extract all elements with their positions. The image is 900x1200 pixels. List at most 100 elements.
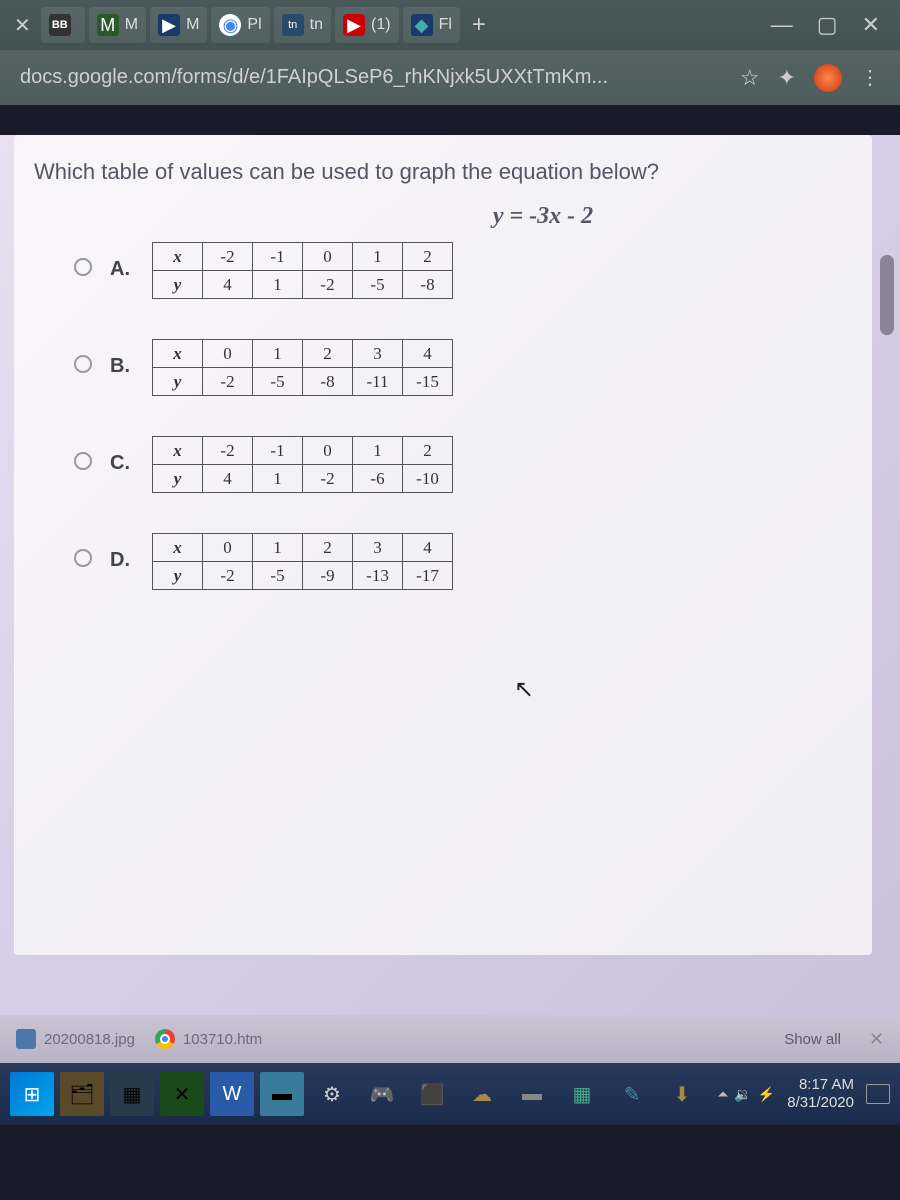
notifications-icon[interactable] <box>866 1084 890 1104</box>
tab-label: M <box>125 16 138 34</box>
favicon-diamond-icon: ◆ <box>411 14 433 36</box>
taskbar-app-9[interactable]: ☁ <box>460 1072 504 1116</box>
table-cell: -13 <box>353 562 403 590</box>
table-cell: -5 <box>253 562 303 590</box>
time-text: 8:17 AM <box>787 1076 854 1094</box>
maximize-button[interactable]: ▢ <box>817 12 838 38</box>
table-cell: y <box>153 562 203 590</box>
table-cell: 3 <box>353 534 403 562</box>
taskbar-app-10[interactable]: ▬ <box>510 1072 554 1116</box>
url-text[interactable]: docs.google.com/forms/d/e/1FAIpQLSeP6_rh… <box>20 66 740 89</box>
date-text: 8/31/2020 <box>787 1094 854 1112</box>
tray-up-icon[interactable]: ⏶ <box>717 1086 728 1103</box>
table-cell: 0 <box>303 243 353 271</box>
tab-3[interactable]: ◉ Pl <box>211 7 269 43</box>
close-downloads-icon[interactable]: ✕ <box>869 1029 884 1050</box>
table-cell: 1 <box>353 243 403 271</box>
table-cell: -8 <box>403 271 453 299</box>
radio-button[interactable] <box>74 258 92 276</box>
taskbar-app-13[interactable]: ⬇ <box>660 1072 704 1116</box>
answer-option-c[interactable]: C.x-2-1012y41-2-6-10 <box>74 436 852 493</box>
table-cell: 1 <box>353 437 403 465</box>
clock[interactable]: 8:17 AM 8/31/2020 <box>787 1076 854 1112</box>
answer-option-a[interactable]: A.x-2-1012y41-2-5-8 <box>74 242 852 299</box>
taskbar-app-3[interactable]: ✕ <box>160 1072 204 1116</box>
question-card: Which table of values can be used to gra… <box>14 135 872 955</box>
table-cell: -1 <box>253 437 303 465</box>
close-window-button[interactable]: ✕ <box>862 12 880 38</box>
taskbar-app-2[interactable]: ▦ <box>110 1072 154 1116</box>
tab-label: (1) <box>371 16 391 34</box>
download-filename: 20200818.jpg <box>44 1031 135 1048</box>
taskbar-app-12[interactable]: ✎ <box>610 1072 654 1116</box>
favicon-play-icon: ▶ <box>158 14 180 36</box>
table-cell: x <box>153 437 203 465</box>
taskbar-app-1[interactable]: 🗂 <box>60 1072 104 1116</box>
table-cell: 1 <box>253 534 303 562</box>
show-all-downloads-link[interactable]: Show all <box>784 1031 841 1048</box>
table-cell: 2 <box>303 340 353 368</box>
table-cell: -15 <box>403 368 453 396</box>
profile-avatar-icon[interactable] <box>814 64 842 92</box>
taskbar-app-4[interactable]: W <box>210 1072 254 1116</box>
favicon-bb-icon: BB <box>49 14 71 36</box>
answer-option-b[interactable]: B.x01234y-2-5-8-11-15 <box>74 339 852 396</box>
tab-2[interactable]: ▶ M <box>150 7 207 43</box>
tray-battery-icon[interactable]: ⚡ <box>758 1086 775 1103</box>
tab-close-icon[interactable]: ✕ <box>14 13 31 38</box>
table-cell: -2 <box>203 562 253 590</box>
favicon-tn-icon: tn <box>282 14 304 36</box>
taskbar-app-8[interactable]: ⬛ <box>410 1072 454 1116</box>
radio-button[interactable] <box>74 549 92 567</box>
download-item-2[interactable]: 103710.htm <box>155 1029 262 1049</box>
downloads-bar: 20200818.jpg 103710.htm Show all ✕ <box>0 1015 900 1063</box>
file-image-icon <box>16 1029 36 1049</box>
table-cell: 0 <box>203 340 253 368</box>
bookmark-star-icon[interactable]: ☆ <box>740 65 760 91</box>
tab-5[interactable]: ▶ (1) <box>335 7 399 43</box>
scrollbar-thumb[interactable] <box>880 255 894 335</box>
value-table: x01234y-2-5-9-13-17 <box>152 533 453 590</box>
table-cell: -9 <box>303 562 353 590</box>
minimize-button[interactable]: — <box>771 12 793 38</box>
tab-label: M <box>186 16 199 34</box>
tab-4[interactable]: tn tn <box>274 7 331 43</box>
file-chrome-icon <box>155 1029 175 1049</box>
tray-sound-icon[interactable]: 🔉 <box>734 1086 751 1103</box>
start-button[interactable]: ⊞ <box>10 1072 54 1116</box>
taskbar-app-7[interactable]: 🎮 <box>360 1072 404 1116</box>
taskbar-app-5[interactable]: ▬ <box>260 1072 304 1116</box>
extensions-icon[interactable]: ✦ <box>778 65 796 91</box>
tab-0[interactable]: BB <box>41 7 85 43</box>
table-cell: 2 <box>403 243 453 271</box>
address-bar: docs.google.com/forms/d/e/1FAIpQLSeP6_rh… <box>0 50 900 105</box>
table-cell: -2 <box>303 465 353 493</box>
table-cell: -17 <box>403 562 453 590</box>
more-menu-icon[interactable]: ⋮ <box>860 65 880 90</box>
tab-label: Pl <box>247 16 261 34</box>
tab-label: tn <box>310 16 323 34</box>
answer-option-d[interactable]: D.x01234y-2-5-9-13-17 <box>74 533 852 590</box>
tab-1[interactable]: M M <box>89 7 146 43</box>
table-cell: -8 <box>303 368 353 396</box>
new-tab-button[interactable]: + <box>472 11 486 39</box>
taskbar-app-6[interactable]: ⚙ <box>310 1072 354 1116</box>
question-text: Which table of values can be used to gra… <box>34 159 852 185</box>
equation-text: y = -3x - 2 <box>34 203 852 230</box>
radio-button[interactable] <box>74 355 92 373</box>
radio-button[interactable] <box>74 452 92 470</box>
option-letter: C. <box>110 452 134 475</box>
favicon-youtube-icon: ▶ <box>343 14 365 36</box>
table-cell: y <box>153 368 203 396</box>
taskbar-app-11[interactable]: ▦ <box>560 1072 604 1116</box>
tray-icons[interactable]: ⏶ 🔉 ⚡ <box>717 1086 775 1103</box>
table-cell: 1 <box>253 271 303 299</box>
table-cell: 0 <box>203 534 253 562</box>
table-cell: 4 <box>403 534 453 562</box>
table-cell: x <box>153 243 203 271</box>
favicon-circle-icon: ◉ <box>219 14 241 36</box>
windows-taskbar: ⊞ 🗂 ▦ ✕ W ▬ ⚙ 🎮 ⬛ ☁ ▬ ▦ ✎ ⬇ ⏶ 🔉 ⚡ 8:17 A… <box>0 1063 900 1125</box>
download-item-1[interactable]: 20200818.jpg <box>16 1029 135 1049</box>
tab-6[interactable]: ◆ Fl <box>403 7 460 43</box>
table-cell: 3 <box>353 340 403 368</box>
